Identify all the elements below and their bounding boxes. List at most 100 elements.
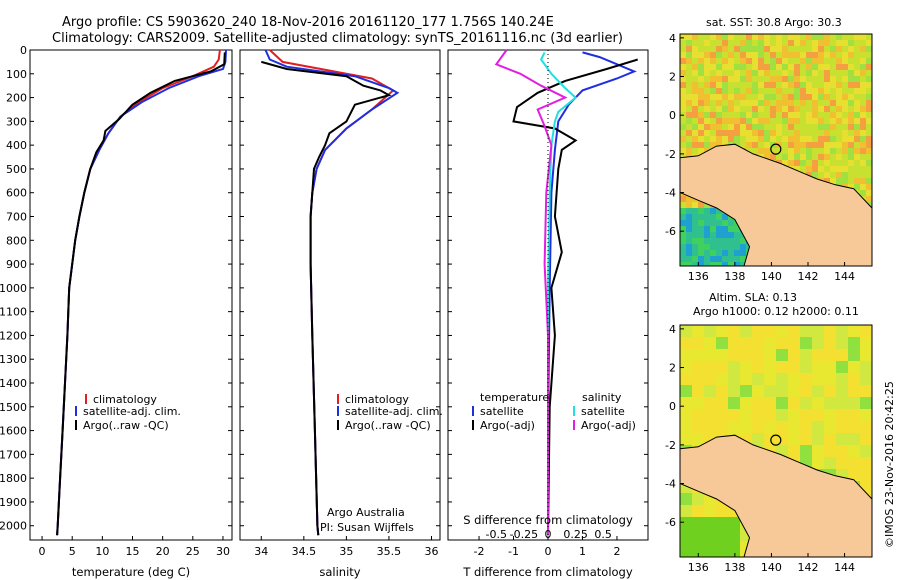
xtick-label-difference-0: -2 [474, 545, 485, 558]
sst_map-ytick-label-2: 0 [669, 109, 676, 122]
sst_map-argo-marker [770, 143, 782, 155]
s-diff-tick-label-1: -0.25 [510, 528, 538, 541]
xtick-label-salinity-2: 35 [339, 545, 353, 558]
sla-map: 136 138 140 142 144 4 2 0 -2 -4 -6 [665, 323, 873, 574]
xtick-label-salinity-0: 34 [254, 545, 268, 558]
legend-argo-raw-s: Argo(..raw -QC) [345, 419, 431, 432]
ytick-label-20: 2000 [0, 520, 27, 533]
xtick-label-difference-2: 0 [545, 545, 552, 558]
xtick-label-difference-1: -1 [508, 545, 519, 558]
series-difference-3 [494, 49, 568, 536]
xtick-label-temperature-2: 10 [95, 545, 109, 558]
xtick-label-temperature-5: 25 [186, 545, 200, 558]
sst_map-land [680, 143, 872, 266]
header-line1: Argo profile: CS 5903620_240 18-Nov-2016… [62, 15, 554, 30]
legend-satellite-adj: satellite-adj. clim. [83, 405, 181, 418]
sst_map-ytick-label-5: -6 [665, 225, 676, 238]
series-difference-1 [512, 58, 638, 536]
temperature-xlabel: temperature (deg C) [72, 565, 190, 579]
difference-xlabel: T difference from climatology [462, 565, 633, 579]
sst_map-xtick-label-4: 144 [834, 270, 855, 283]
sla_map-xtick-label-2: 140 [761, 561, 782, 574]
ytick-label-9: 900 [6, 258, 27, 271]
sla_map-argo-marker [770, 434, 782, 446]
sla_map-ytick-label-1: 2 [669, 362, 676, 375]
legend-argo-raw: Argo(..raw -QC) [83, 419, 169, 432]
xtick-label-difference-3: 1 [579, 545, 586, 558]
xtick-label-temperature-6: 30 [216, 545, 230, 558]
salinity-panel [239, 49, 441, 541]
difference-plot: -2 -1 0 1 2 -0.5 -0.25 0 0.25 0.5 [448, 49, 648, 558]
sst_map-ytick-label-0: 4 [669, 32, 676, 45]
s-diff-tick-label-4: 0.5 [594, 528, 612, 541]
ytick-label-5: 500 [6, 163, 27, 176]
sst_map-xtick-label-0: 136 [688, 270, 709, 283]
sla_map-ytick-label-2: 0 [669, 400, 676, 413]
s-diff-tick-label-3: 0.25 [563, 528, 588, 541]
legend-s-satellite: satellite [581, 405, 625, 418]
imos-timestamp: ©IMOS 23-Nov-2016 20:42:25 [883, 381, 896, 548]
salinity-legend: climatology satellite-adj. clim. Argo(..… [337, 393, 443, 432]
ytick-label-3: 300 [6, 115, 27, 128]
xtick-label-temperature-0: 0 [39, 545, 46, 558]
sst_map-xtick-label-3: 142 [798, 270, 819, 283]
s-diff-tick-label-0: -0.5 [486, 528, 507, 541]
xtick-label-salinity-4: 36 [424, 545, 438, 558]
ytick-label-18: 1800 [0, 472, 27, 485]
ytick-label-6: 600 [6, 187, 27, 200]
xtick-label-temperature-3: 15 [126, 545, 140, 558]
credit-pi: PI: Susan Wijffels [320, 521, 414, 534]
ytick-label-4: 400 [6, 139, 27, 152]
sst_map-ytick-label-1: 2 [669, 71, 676, 84]
sst_map-ytick-label-3: -2 [665, 148, 676, 161]
sla_map-land [680, 434, 872, 557]
ytick-label-8: 800 [6, 234, 27, 247]
series-temperature-0 [56, 49, 221, 536]
legend-s-argo: Argo(-adj) [581, 419, 636, 432]
ytick-label-11: 1100 [0, 306, 27, 319]
sla_map-xtick-label-4: 144 [834, 561, 855, 574]
series-difference-2 [539, 51, 578, 536]
legend-t-argo: Argo(-adj) [480, 419, 535, 432]
sla_map-xtick-label-0: 136 [688, 561, 709, 574]
ytick-label-0: 0 [20, 44, 27, 57]
difference-legend: temperature satellite Argo(-adj) salinit… [472, 391, 636, 432]
legend-satellite-adj-s: satellite-adj. clim. [345, 405, 443, 418]
sla_map-ytick-label-5: -6 [665, 516, 676, 529]
sst_map-frame [679, 33, 873, 267]
salinity-xlabel: salinity [319, 565, 360, 579]
header-line2: Climatology: CARS2009. Satellite-adjuste… [52, 31, 623, 46]
ytick-label-7: 700 [6, 211, 27, 224]
sst_map-xtick-label-2: 140 [761, 270, 782, 283]
sst_map-field [680, 34, 872, 266]
legend-climatology-s: climatology [345, 393, 409, 406]
series-salinity-0 [269, 49, 395, 536]
salinity-plot: 34 34.5 35 35.5 36 [240, 49, 440, 558]
sst_map-xtick-label-1: 138 [724, 270, 745, 283]
sla_map-ytick-label-4: -4 [665, 478, 676, 491]
series-salinity-1 [264, 49, 400, 536]
sla-map-subtitle: Argo h1000: 0.12 h2000: 0.11 [693, 305, 859, 318]
xtick-label-difference-4: 2 [613, 545, 620, 558]
series-salinity-2 [261, 60, 392, 536]
sla_map-ytick-label-3: -2 [665, 439, 676, 452]
ytick-label-15: 1500 [0, 401, 27, 414]
sla_map-ytick-label-0: 4 [669, 323, 676, 336]
legend-salinity-title: salinity [582, 391, 622, 404]
ytick-label-12: 1200 [0, 329, 27, 342]
series-difference-0 [547, 51, 637, 536]
temperature-panel [29, 49, 233, 541]
sst-map: 136 138 140 142 144 4 2 0 -2 -4 -6 [665, 32, 873, 283]
legend-t-satellite: satellite [480, 405, 524, 418]
legend-climatology: climatology [93, 393, 157, 406]
temperature-plot: 0 5 10 15 20 25 300100200300400500600700800900… [0, 44, 232, 558]
s-diff-tick-label-2: 0 [545, 528, 552, 541]
sla_map-xtick-label-1: 138 [724, 561, 745, 574]
sst_map-ytick-label-4: -4 [665, 187, 676, 200]
series-temperature-1 [56, 49, 227, 536]
difference-xlabel-top: S difference from climatology [463, 513, 633, 527]
ytick-label-2: 200 [6, 92, 27, 105]
ytick-label-13: 1300 [0, 353, 27, 366]
xtick-label-salinity-1: 34.5 [292, 545, 317, 558]
